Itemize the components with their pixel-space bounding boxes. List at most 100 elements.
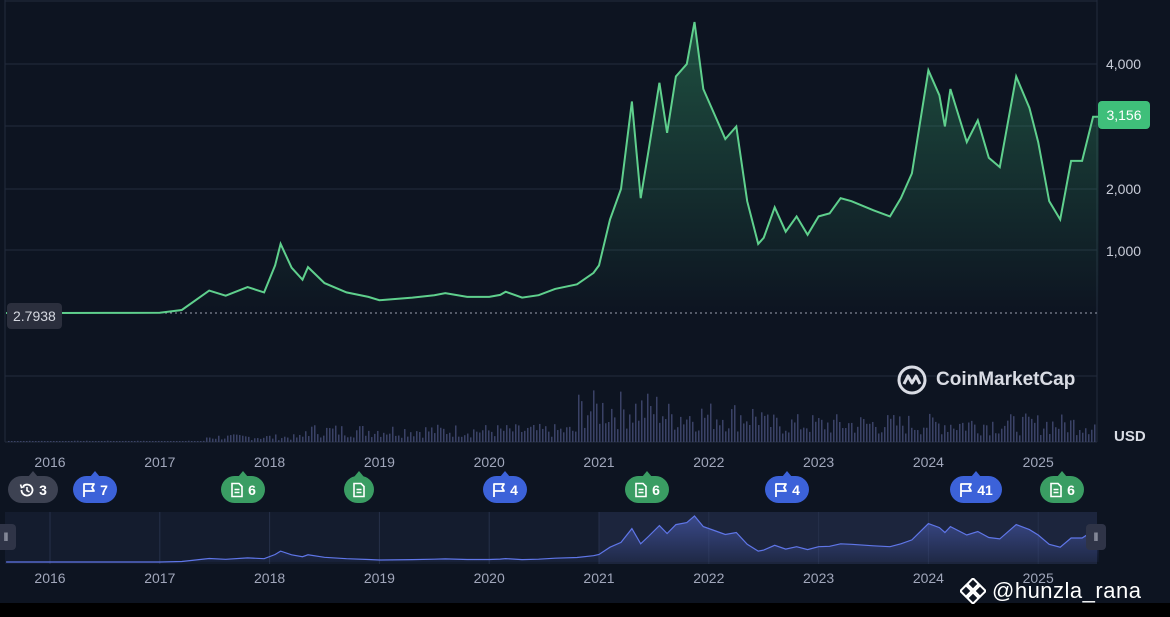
volume-bar (926, 427, 928, 442)
volume-bar (359, 426, 361, 442)
event-count: 4 (792, 481, 800, 498)
event-badge-flag[interactable]: 4 (765, 471, 809, 503)
volume-bar (908, 415, 910, 442)
volume-bar (212, 438, 214, 442)
volume-bar (1010, 414, 1012, 442)
current-price-tag: 3,156 (1098, 101, 1150, 129)
volume-bar (476, 431, 478, 442)
volume-bar (782, 433, 784, 442)
volume-bar (35, 441, 37, 442)
volume-bar (1037, 415, 1039, 442)
volume-bar (713, 429, 715, 442)
volume-bar (986, 425, 988, 442)
volume-bar (122, 441, 124, 442)
volume-bar (416, 431, 418, 442)
volume-bar (791, 419, 793, 442)
event-badge-flag[interactable]: 41 (950, 471, 1002, 503)
event-badge-flag[interactable]: 7 (73, 471, 117, 503)
volume-bar (455, 425, 457, 442)
x-tick-label: 2022 (693, 454, 724, 470)
volume-bar (698, 430, 700, 442)
volume-bar (320, 437, 322, 442)
volume-bar (356, 430, 358, 442)
volume-bar (1094, 424, 1096, 442)
volume-bar (794, 422, 796, 442)
event-badge-doc[interactable]: 6 (221, 471, 265, 503)
coinmarketcap-icon (897, 365, 927, 395)
x-tick-label: 2018 (254, 454, 285, 470)
volume-bar (1085, 428, 1087, 442)
volume-bar (965, 430, 967, 442)
volume-bar (284, 436, 286, 442)
volume-bar (875, 426, 877, 442)
volume-bar (593, 390, 595, 442)
watermark: @hunzla_rana (960, 578, 1141, 604)
volume-bar (533, 424, 535, 442)
doc-icon (230, 482, 244, 498)
volume-bar (467, 433, 469, 442)
volume-bar (26, 441, 28, 442)
volume-bar (281, 438, 283, 442)
event-count: 6 (248, 481, 256, 498)
event-badge-flag[interactable]: 4 (483, 471, 527, 503)
volume-bar (731, 409, 733, 442)
volume-bar (770, 426, 772, 442)
price-line (6, 21, 1099, 314)
volume-bar (317, 434, 319, 442)
volume-bar (941, 434, 943, 442)
volume-bar (719, 425, 721, 442)
volume-bar (1076, 435, 1078, 442)
navigator-right-handle[interactable]: ‖ (1086, 524, 1106, 550)
volume-bar (722, 419, 724, 442)
volume-bar (290, 439, 292, 442)
volume-bar (536, 430, 538, 442)
volume-bar (338, 434, 340, 442)
navigator-x-tick-label: 2023 (803, 570, 834, 586)
volume-bar (104, 441, 106, 442)
volume-bar (590, 411, 592, 442)
volume-bar (557, 430, 559, 442)
volume-bar (809, 431, 811, 442)
y-tick-label: 4,000 (1106, 56, 1141, 72)
event-badge-doc[interactable] (344, 471, 374, 503)
volume-bar (584, 427, 586, 442)
volume-bar (1088, 434, 1090, 442)
navigator-x-tick-label: 2020 (474, 570, 505, 586)
volume-bar (683, 424, 685, 442)
navigator-x-tick-label: 2025 (1023, 570, 1054, 586)
volume-bar (866, 423, 868, 442)
volume-bar (644, 417, 646, 442)
volume-bar (689, 416, 691, 442)
volume-bar (647, 393, 649, 442)
volume-bar (176, 441, 178, 442)
volume-bar (797, 414, 799, 442)
volume-bar (242, 435, 244, 442)
volume-bar (902, 425, 904, 442)
volume-bar (59, 441, 61, 442)
volume-bar (815, 421, 817, 442)
volume-bar (551, 436, 553, 442)
event-badge-doc[interactable]: 6 (625, 471, 669, 503)
x-tick-label: 2017 (144, 454, 175, 470)
volume-bar (1061, 414, 1063, 442)
volume-bar (191, 441, 193, 442)
volume-bar (500, 428, 502, 442)
event-badge-history[interactable]: 3 (8, 471, 58, 503)
volume-bar (74, 440, 76, 442)
volume-bar (431, 427, 433, 442)
volume-bar (377, 430, 379, 442)
volume-bar (1019, 435, 1021, 442)
volume-bar (773, 414, 775, 442)
event-badge-doc[interactable]: 6 (1040, 471, 1084, 503)
volume-bar (488, 430, 490, 442)
volume-bar (740, 415, 742, 442)
navigator-left-handle[interactable]: ‖ (0, 524, 16, 550)
navigator-x-tick-label: 2016 (34, 570, 65, 586)
volume-bar (863, 419, 865, 442)
volume-bar (983, 424, 985, 442)
volume-bar (383, 432, 385, 442)
volume-bar (899, 416, 901, 442)
volume-bar (839, 421, 841, 442)
flag-icon (82, 482, 96, 498)
